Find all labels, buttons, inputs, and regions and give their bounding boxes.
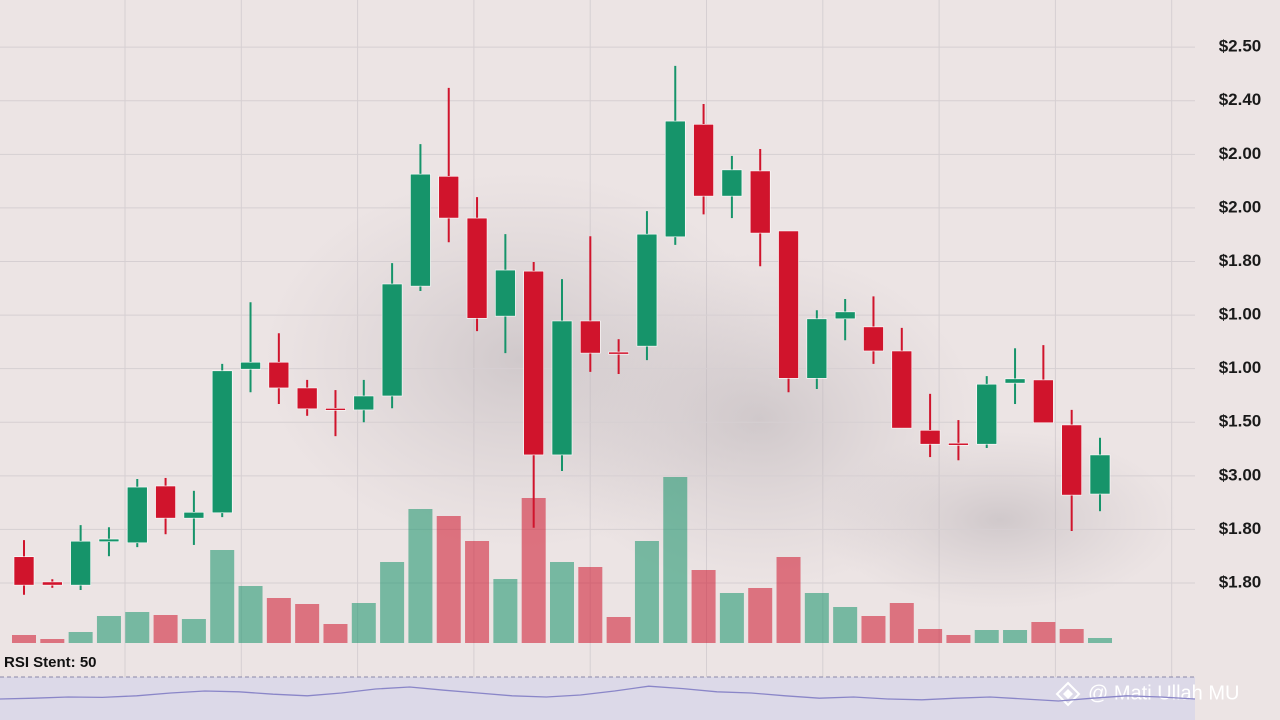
candle-body (693, 124, 714, 197)
y-tick-label: $2.40 (1219, 90, 1262, 109)
rsi-panel (0, 677, 1195, 720)
candle-body (42, 581, 63, 586)
volume-bar (40, 639, 65, 643)
rsi-label: RSI Stent: 50 (4, 654, 97, 671)
candle-body (749, 170, 771, 234)
volume-bar (436, 516, 461, 643)
volume-bar (918, 629, 943, 643)
volume-bar (125, 612, 150, 643)
volume-bar (974, 630, 999, 643)
y-tick-label: $1.00 (1219, 305, 1262, 324)
candle-body (1004, 378, 1026, 384)
candle-body (1089, 454, 1111, 495)
volume-bar (351, 603, 376, 643)
candle-body (580, 320, 601, 354)
volume-bar (493, 579, 518, 643)
candle-body (778, 230, 799, 379)
candle-body (721, 169, 743, 197)
candle-body (381, 283, 403, 397)
volume-bar (889, 603, 914, 643)
volume-bar (210, 550, 235, 643)
candle-body (126, 486, 148, 544)
plot (0, 46, 1195, 643)
volume-bar (408, 509, 433, 643)
candle-body (806, 318, 828, 379)
y-tick-label: $3.00 (1219, 465, 1262, 484)
y-tick-label: $1.80 (1219, 251, 1262, 270)
candle-body (834, 311, 856, 320)
candle-body (608, 351, 629, 355)
candle-body (240, 361, 261, 370)
y-tick-label: $2.00 (1219, 144, 1262, 163)
volume-bar (238, 586, 263, 643)
volume-bar (153, 615, 178, 643)
volume-bar (946, 635, 971, 643)
y-tick-label: $1.00 (1219, 358, 1262, 377)
candle-body (976, 383, 998, 445)
volume-bar (1031, 622, 1056, 643)
watermark-icon (1055, 681, 1081, 707)
volume-bar (1059, 629, 1084, 643)
candle-body (551, 320, 573, 456)
volume-bar (550, 562, 574, 643)
candle-body (155, 485, 176, 519)
candle-body (523, 270, 544, 456)
volume-bar (380, 562, 405, 643)
candle-body (664, 120, 686, 238)
volume-bar (606, 617, 631, 643)
volume-bar (804, 593, 829, 643)
candle-body (1033, 379, 1054, 424)
candle-body (211, 370, 233, 514)
volume-bar (833, 607, 858, 643)
candle-body (863, 326, 884, 352)
volume-bar (181, 619, 206, 643)
y-tick-label: $1.50 (1219, 412, 1262, 431)
candle-body (268, 361, 290, 389)
candle-body (1061, 424, 1082, 496)
volume-bar (748, 588, 773, 643)
candle-body (13, 556, 35, 586)
volume-bar (1003, 630, 1028, 643)
volume-bar (96, 616, 121, 643)
volume-bar (266, 598, 291, 643)
volume-bar (323, 624, 348, 643)
volume-bar (776, 557, 801, 643)
y-tick-label: $1.80 (1219, 572, 1262, 591)
candle-body (183, 511, 205, 519)
candle-body (410, 173, 431, 287)
rsi-line (0, 685, 1196, 702)
volume-bar (634, 541, 659, 643)
y-tick-label: $2.00 (1219, 197, 1262, 216)
candle-body (325, 408, 346, 411)
candle-body (296, 387, 318, 410)
candle-body (636, 233, 658, 347)
candle-body (353, 395, 375, 411)
volume-bar (663, 477, 688, 643)
candle-body (438, 175, 460, 219)
volume-bar (465, 541, 490, 643)
volume-bar (719, 593, 744, 643)
volume-bar (861, 616, 886, 643)
candle-body (919, 429, 941, 445)
volume-bar (1088, 638, 1112, 643)
candle-body (466, 217, 488, 319)
watermark: @ Mati Ullah MU (1088, 682, 1239, 704)
volume-bar (12, 635, 36, 643)
volume-bar (578, 567, 603, 643)
y-tick-label: $2.50 (1219, 37, 1262, 56)
y-tick-label: $1.80 (1219, 519, 1262, 538)
volume-bar (691, 570, 716, 643)
volume-bar (68, 632, 93, 643)
volume-bar (295, 604, 320, 643)
candle-body (70, 540, 91, 586)
candle-body (891, 350, 913, 429)
candle-body (98, 538, 120, 543)
candle-body (495, 269, 516, 317)
candle-body (948, 442, 969, 446)
